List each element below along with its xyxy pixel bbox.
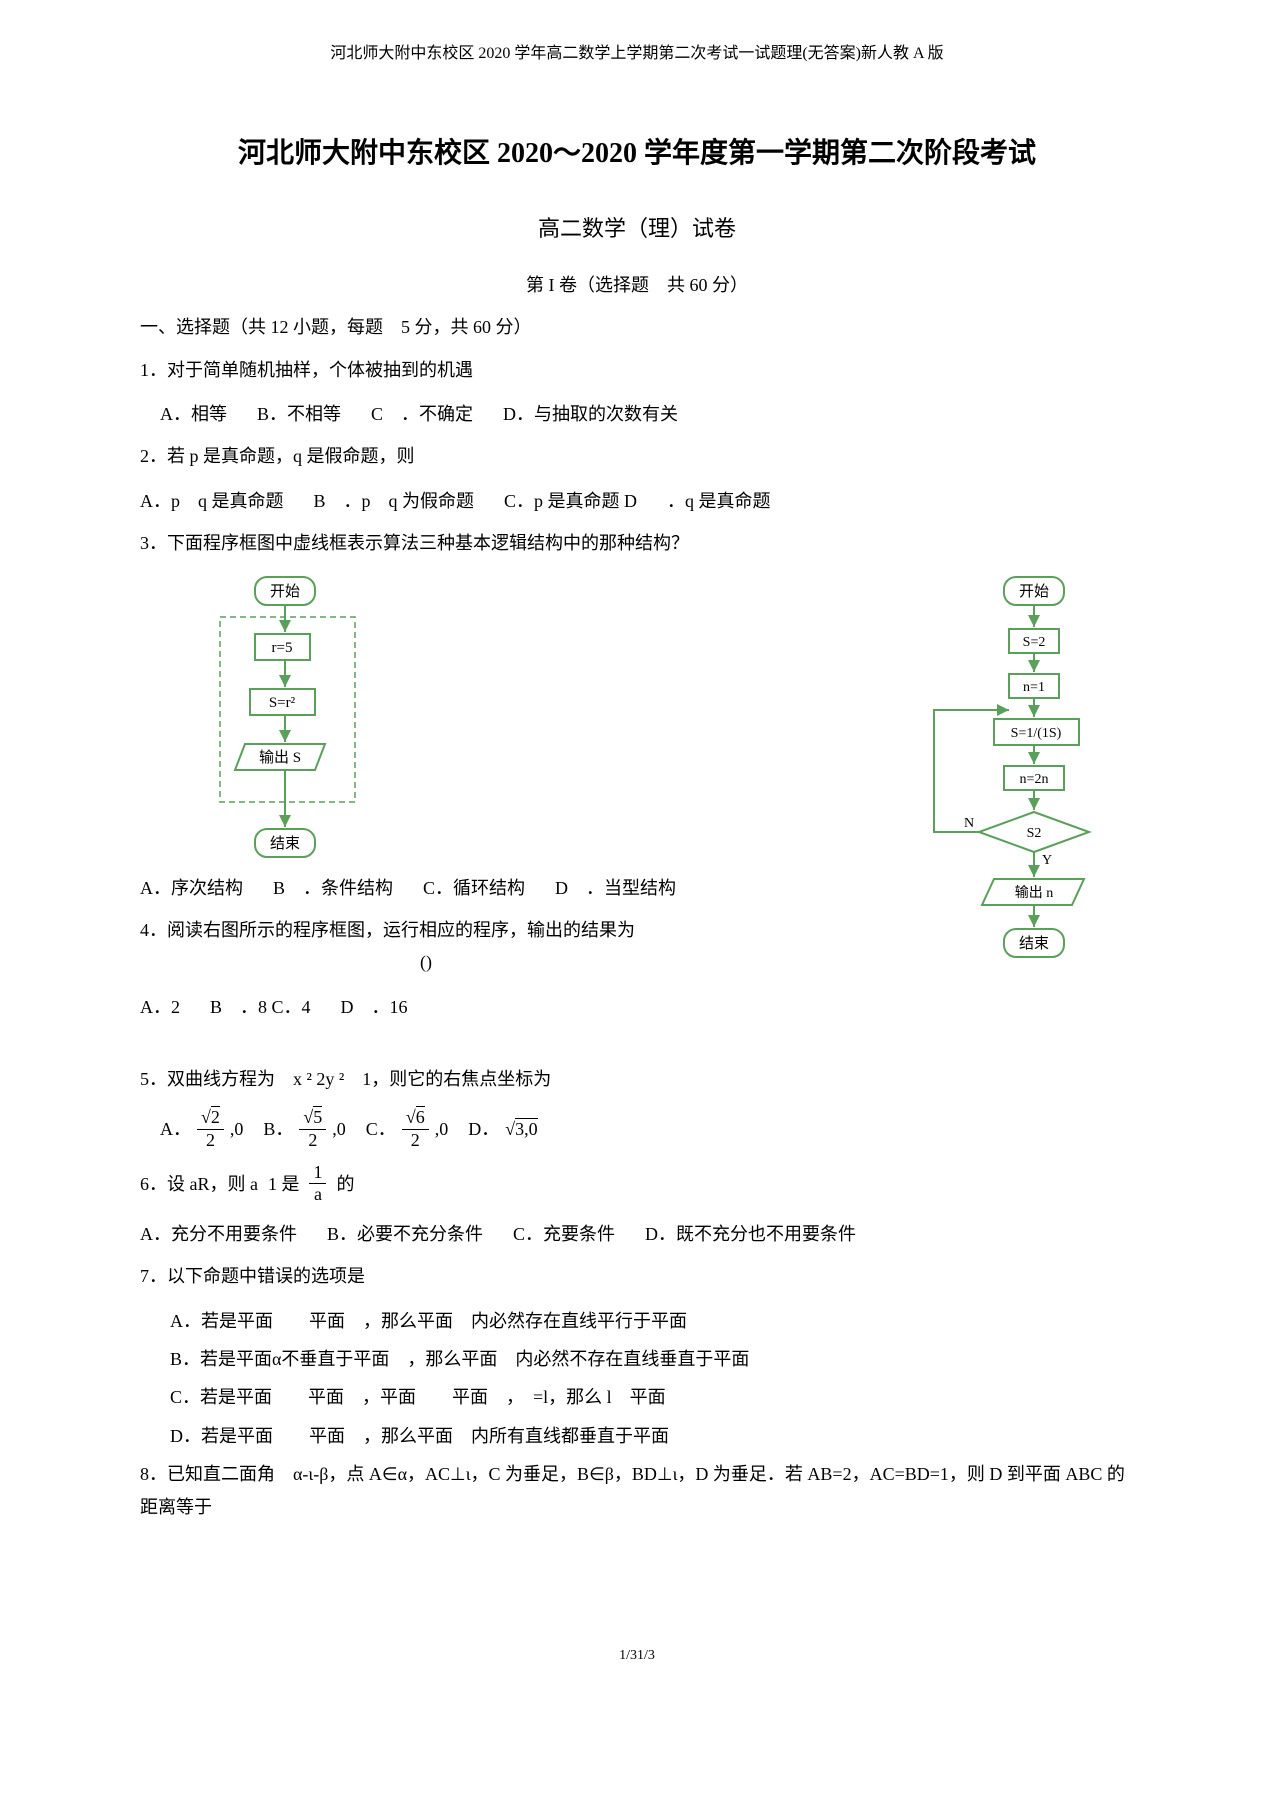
- q6-opt-b: B．必要不充分条件: [327, 1218, 483, 1250]
- q7-opt-a: A．若是平面 平面 ，那么平面 内必然存在直线平行于平面: [170, 1305, 1134, 1337]
- q4-opt-b: B ．8 C．4: [210, 991, 311, 1023]
- section-note: 第 I 卷（选择题 共 60 分）: [140, 269, 1134, 301]
- q5-b-num: 5: [313, 1106, 322, 1127]
- q5-opt-b: B． √5 2 ,0: [263, 1107, 345, 1151]
- svg-text:S2: S2: [1027, 826, 1042, 841]
- q6-opt-d: D．既不充分也不用要条件: [645, 1218, 856, 1250]
- q5-b-label: B．: [263, 1113, 293, 1145]
- q2-opt-c: C．p 是真命题 D: [504, 485, 637, 517]
- q5-opt-a: A． √2 2 ,0: [160, 1107, 243, 1151]
- title-main: 河北师大附中东校区 2020～2020 学年度第一学期第二次阶段考试: [140, 129, 1134, 179]
- q7-opt-c: C．若是平面 平面 ，平面 平面 ， =l，那么 l 平面: [170, 1381, 1134, 1413]
- q5-c-suffix: ,0: [435, 1113, 449, 1145]
- q4-paren: (): [420, 952, 432, 972]
- q6-options: A．充分不用要条件 B．必要不充分条件 C．充要条件 D．既不充分也不用要条件: [140, 1218, 1134, 1250]
- svg-text:n=2n: n=2n: [1020, 772, 1049, 787]
- q6-one: 1 是: [268, 1168, 300, 1200]
- q5-b-suffix: ,0: [332, 1113, 346, 1145]
- q5-opt-c: C． √6 2 ,0: [366, 1107, 448, 1151]
- svg-text:Y: Y: [1042, 853, 1052, 868]
- q5-opt-d: D． √3,0: [468, 1113, 537, 1145]
- q2-stem: 2．若 p 是真命题，q 是假命题，则: [140, 440, 1134, 472]
- q1-opt-d: D．与抽取的次数有关: [503, 398, 678, 430]
- q3-opt-a: A．序次结构: [140, 872, 243, 904]
- q5-options: A． √2 2 ,0 B． √5 2 ,0 C． √6 2 ,0 D． √3,0: [160, 1107, 1134, 1151]
- flowchart-right-svg: 开始 S=2 n=1 S=1/(1S) n=2n S2 N Y: [894, 572, 1134, 972]
- q1-opt-b: B．不相等: [257, 398, 341, 430]
- q6-opt-c: C．充要条件: [513, 1218, 615, 1250]
- svg-text:输出 n: 输出 n: [1015, 885, 1054, 901]
- flowchart-right: 开始 S=2 n=1 S=1/(1S) n=2n S2 N Y: [894, 572, 1134, 972]
- q4-stem-text: 4．阅读右图所示的程序框图，运行相应的程序，输出的结果为: [140, 920, 635, 940]
- svg-text:S=2: S=2: [1023, 635, 1046, 650]
- q1-stem: 1．对于简单随机抽样，个体被抽到的机遇: [140, 354, 1134, 386]
- svg-text:r=5: r=5: [272, 640, 293, 656]
- q3-opt-b: B ．条件结构: [273, 872, 393, 904]
- q1-opt-a: A．相等: [160, 398, 227, 430]
- q3-options: A．序次结构 B ．条件结构 C．循环结构 D ．当型结构: [140, 872, 740, 904]
- q5-a-label: A．: [160, 1113, 191, 1145]
- q5-a-suffix: ,0: [230, 1113, 244, 1145]
- q2-opt-d: ．q 是真命题: [667, 485, 771, 517]
- q6-opt-a: A．充分不用要条件: [140, 1218, 297, 1250]
- q7-stem: 7．以下命题中错误的选项是: [140, 1260, 1134, 1292]
- svg-text:开始: 开始: [1019, 583, 1049, 600]
- q5-a-num: 2: [211, 1106, 220, 1127]
- q7-options: A．若是平面 平面 ，那么平面 内必然存在直线平行于平面 B．若是平面α不垂直于…: [170, 1305, 1134, 1453]
- svg-text:n=1: n=1: [1023, 680, 1045, 695]
- q6-stem: 6．设 aR，则 a 1 是 1 a 的: [140, 1162, 1134, 1206]
- q1-opt-c: C ．不确定: [371, 398, 473, 430]
- svg-text:S=1/(1S): S=1/(1S): [1011, 726, 1062, 741]
- q2-options: A．p q 是真命题 B ．p q 为假命题 C．p 是真命题 D ．q 是真命…: [140, 485, 1134, 517]
- svg-text:N: N: [964, 816, 974, 831]
- q4-opt-a: A．2: [140, 991, 180, 1023]
- q6-frac-num: 1: [309, 1162, 326, 1185]
- svg-text:结束: 结束: [270, 835, 300, 852]
- q6-suffix: 的: [336, 1168, 354, 1200]
- q4-opt-d: D ．16: [341, 991, 408, 1023]
- q1-options: A．相等 B．不相等 C ．不确定 D．与抽取的次数有关: [160, 398, 1134, 430]
- subtitle: 高二数学（理）试卷: [140, 209, 1134, 249]
- q5-d-label: D．: [468, 1113, 499, 1145]
- q7-opt-b: B．若是平面α不垂直于平面 ，那么平面 内必然不存在直线垂直于平面: [170, 1343, 1134, 1375]
- q2-opt-a: A．p q 是真命题: [140, 485, 284, 517]
- svg-text:结束: 结束: [1019, 935, 1049, 952]
- page-number: 1/31/3: [140, 1643, 1134, 1668]
- q5-c-label: C．: [366, 1113, 396, 1145]
- q8-stem: 8．已知直二面角 α-ι-β，点 A∈α，AC⊥ι，C 为垂足，B∈β，BD⊥ι…: [140, 1458, 1134, 1523]
- q4-stem: 4．阅读右图所示的程序框图，运行相应的程序，输出的结果为 (): [140, 914, 740, 979]
- q5-c-num: 6: [416, 1106, 425, 1127]
- svg-text:输出 S: 输出 S: [259, 749, 301, 766]
- q7-opt-d: D．若是平面 平面 ，那么平面 内所有直线都垂直于平面: [170, 1420, 1134, 1452]
- q5-d-val: 3,0: [515, 1118, 538, 1139]
- q6-prefix: 6．设 aR，则 a: [140, 1168, 258, 1200]
- q3-opt-d: D ．当型结构: [555, 872, 676, 904]
- q3-opt-c: C．循环结构: [423, 872, 525, 904]
- flowchart-left-svg: 开始 r=5 S=r² 输出 S 结束: [200, 572, 380, 882]
- q6-frac-den: a: [310, 1184, 326, 1206]
- q3-stem: 3．下面程序框图中虚线框表示算法三种基本逻辑结构中的那种结构？: [140, 527, 1134, 559]
- header-line: 河北师大附中东校区 2020 学年高二数学上学期第二次考试一试题理(无答案)新人…: [140, 40, 1134, 69]
- section-heading: 一、选择题（共 12 小题，每题 5 分，共 60 分）: [140, 311, 1134, 343]
- svg-text:S=r²: S=r²: [269, 695, 296, 711]
- q5-stem: 5．双曲线方程为 x ² 2y ² 1，则它的右焦点坐标为: [140, 1063, 1134, 1095]
- q4-options: A．2 B ．8 C．4 D ．16: [140, 991, 740, 1023]
- flowchart-left: 开始 r=5 S=r² 输出 S 结束: [200, 572, 380, 882]
- fl-start: 开始: [270, 583, 300, 600]
- q2-opt-b: B ．p q 为假命题: [314, 485, 475, 517]
